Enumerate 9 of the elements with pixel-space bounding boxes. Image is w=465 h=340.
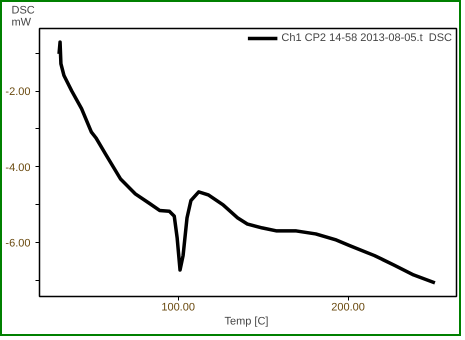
y-tick-label: -4.00	[5, 162, 31, 174]
legend-label: Ch1 CP2 14-58 2013-08-05.t DSC	[281, 32, 452, 44]
line-series	[57, 40, 437, 285]
x-tick-label: 200.00	[331, 302, 365, 314]
x-axis-title: Temp [C]	[224, 316, 268, 328]
x-tick-label: 100.00	[161, 302, 195, 314]
y-tick-label: -6.00	[5, 238, 31, 250]
y-axis-title: DSC mW	[12, 4, 35, 28]
y-tick-label: -2.00	[5, 86, 31, 98]
